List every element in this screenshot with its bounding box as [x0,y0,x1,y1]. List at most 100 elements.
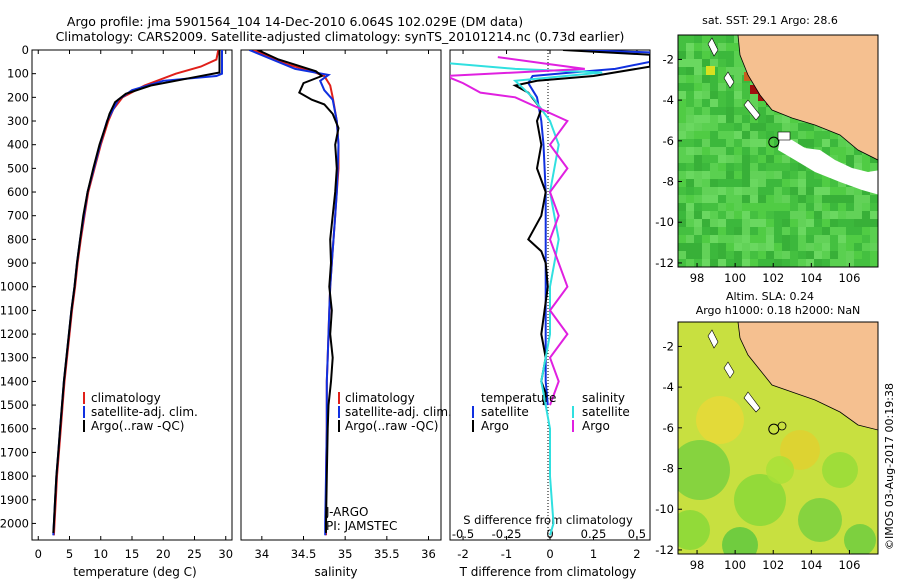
sst-cell [694,35,702,43]
sst-cell [742,211,750,219]
sst-cell [734,203,742,211]
sst-cell [718,35,726,43]
sst-cell [854,163,862,171]
ytick-label: 700 [7,209,29,223]
sst-cell [846,219,854,227]
xtick-label: 34.5 [291,547,317,561]
sst-cell [734,243,742,251]
sst-cell [702,59,710,67]
sst-cell [734,43,742,51]
sst-cell [750,251,758,259]
sst-cell [814,187,822,195]
sst-cell [742,187,750,195]
ytick-label: 200 [7,90,29,104]
sla-blobs [678,396,876,554]
sst-cell [774,203,782,211]
sst-cell [790,163,798,171]
sst-cell [686,179,694,187]
sst-cell [774,235,782,243]
map-xtick-label: 102 [762,558,784,572]
ytick-label: 100 [7,67,29,81]
sst-cell [782,203,790,211]
sst-cell [782,259,790,267]
ytick-label: 1900 [0,493,29,507]
sst-cell [686,195,694,203]
sst-cell [718,179,726,187]
sst-cell [742,203,750,211]
sst-cell [766,131,774,139]
sst-cell [726,235,734,243]
sst-cell [726,107,734,115]
sst-cell [686,211,694,219]
sla-blob [766,456,794,484]
sst-cell [678,187,686,195]
ytick-label: 1200 [0,327,29,341]
xtick-label: 30 [218,547,233,561]
sst-cell [774,139,782,147]
sst-cell [870,163,878,171]
xtick-label: 0 [546,547,553,561]
sst-cell [678,107,686,115]
sst-cell [678,99,686,107]
sst-cell [774,227,782,235]
temperature-xticks: 0 5 10 15 20 25 30 [35,50,233,561]
sst-cell [798,123,806,131]
temperature-series [52,50,223,536]
sst-cell [766,195,774,203]
sst-cell [686,131,694,139]
sst-cell [798,203,806,211]
sst-cell [686,83,694,91]
sst-cell [694,235,702,243]
legend-title-temperature: temperature [481,391,556,405]
sst-cell [734,91,742,99]
series-line-satellite-adj-clim- [52,50,223,536]
sst-cell [766,123,774,131]
sst-cell [734,187,742,195]
sst-cell [734,211,742,219]
sst-cell [734,131,742,139]
sst-cell [678,131,686,139]
sst-cell [782,163,790,171]
java-land [778,138,878,195]
sst-cell [726,99,734,107]
sst-cell [758,131,766,139]
sst-cell [830,195,838,203]
sst-cell [758,259,766,267]
sst-cell [694,187,702,195]
sst-cell [678,195,686,203]
ytick-label: 1500 [0,398,29,412]
sst-cell [726,187,734,195]
difference-xticks: -2 -1 0 1 2 [457,50,641,561]
sst-cell [710,171,718,179]
salinity-series [248,50,340,536]
header-title: Argo profile: jma 5901564_104 14-Dec-201… [67,14,523,29]
sst-cell [702,115,710,123]
sst-cell [830,187,838,195]
annotation-pi: PI: JAMSTEC [326,519,397,533]
sst-cell [806,187,814,195]
sst-cell [790,235,798,243]
sst-cell [798,179,806,187]
map-xtick-label: 98 [690,271,705,285]
sst-cell [814,179,822,187]
sst-cell [686,203,694,211]
sst-cell [710,123,718,131]
sst-cell [790,211,798,219]
sst-cell [846,251,854,259]
sst-cell [734,67,742,75]
sst-cell [726,147,734,155]
sst-cell [742,155,750,163]
argo-location-marker [768,136,780,148]
sst-cell [862,195,870,203]
sst-cell [838,227,846,235]
sst-cell [846,211,854,219]
sst-cell [830,243,838,251]
difference-legend: temperature salinity satellite Argo sate… [472,391,630,433]
sst-cell [798,227,806,235]
sst-cell [798,259,806,267]
sst-cell [838,203,846,211]
sla-map [678,322,878,554]
map-xtick-label: 106 [838,271,860,285]
sst-cell [718,171,726,179]
sst-cell [870,259,878,267]
